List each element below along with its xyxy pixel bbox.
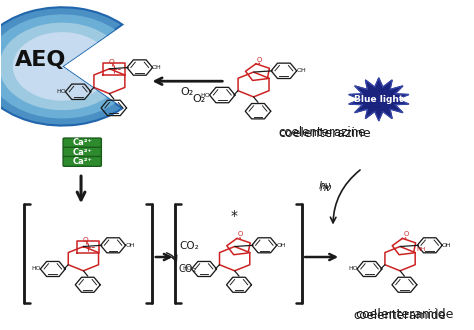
Polygon shape xyxy=(349,78,409,121)
Text: O: O xyxy=(403,231,409,237)
Text: coelenterazine: coelenterazine xyxy=(278,126,366,139)
Text: O: O xyxy=(109,59,114,65)
Text: O: O xyxy=(82,237,89,243)
Text: CO₂: CO₂ xyxy=(178,265,197,275)
Text: HO: HO xyxy=(182,267,192,272)
Text: O: O xyxy=(238,231,243,237)
Text: O₂: O₂ xyxy=(192,94,206,104)
Text: OH: OH xyxy=(276,243,286,248)
Text: hν: hν xyxy=(319,183,332,193)
Text: O: O xyxy=(257,57,262,63)
Wedge shape xyxy=(0,23,107,110)
Text: Ca²⁺: Ca²⁺ xyxy=(72,157,92,166)
Wedge shape xyxy=(13,32,97,101)
Text: CO₂: CO₂ xyxy=(180,241,200,250)
Text: OH: OH xyxy=(442,243,451,248)
Text: AEQ: AEQ xyxy=(15,50,66,70)
Text: OH: OH xyxy=(152,65,162,70)
Text: HO: HO xyxy=(31,267,41,272)
FancyBboxPatch shape xyxy=(63,156,101,166)
Text: HO: HO xyxy=(200,92,210,98)
Text: coelenterazine: coelenterazine xyxy=(278,127,371,140)
Text: Ca²⁺: Ca²⁺ xyxy=(72,148,92,157)
Text: OH: OH xyxy=(296,68,306,73)
Text: HO: HO xyxy=(56,89,66,94)
FancyBboxPatch shape xyxy=(63,147,101,157)
Text: HO: HO xyxy=(348,267,357,272)
Text: O₂: O₂ xyxy=(181,87,194,97)
Text: NH: NH xyxy=(416,247,426,252)
Text: OH: OH xyxy=(125,243,135,248)
Text: coelenteramide: coelenteramide xyxy=(356,308,454,321)
Text: *: * xyxy=(231,209,237,223)
Wedge shape xyxy=(0,15,115,118)
Text: Blue light: Blue light xyxy=(354,95,403,104)
Text: coelenteramide: coelenteramide xyxy=(354,309,447,322)
FancyBboxPatch shape xyxy=(63,138,101,148)
Wedge shape xyxy=(0,7,122,126)
Text: hν: hν xyxy=(318,182,331,191)
Text: Ca²⁺: Ca²⁺ xyxy=(72,139,92,148)
